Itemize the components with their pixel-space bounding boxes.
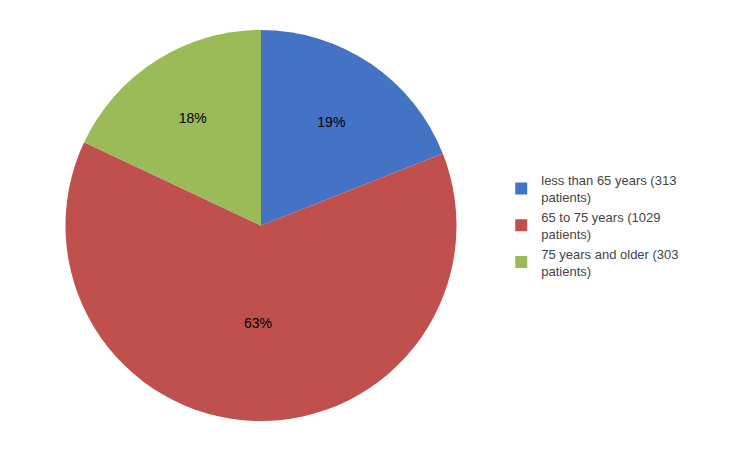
svg-text:75 years and older (303patient: 75 years and older (303patients) [541,247,678,279]
svg-text:19%: 19% [317,114,345,130]
svg-text:63%: 63% [244,315,272,331]
svg-text:less than 65 years (313patient: less than 65 years (313patients) [541,173,676,205]
svg-text:18%: 18% [179,110,207,126]
svg-text:65 to 75 years (1029patients): 65 to 75 years (1029patients) [541,210,660,242]
